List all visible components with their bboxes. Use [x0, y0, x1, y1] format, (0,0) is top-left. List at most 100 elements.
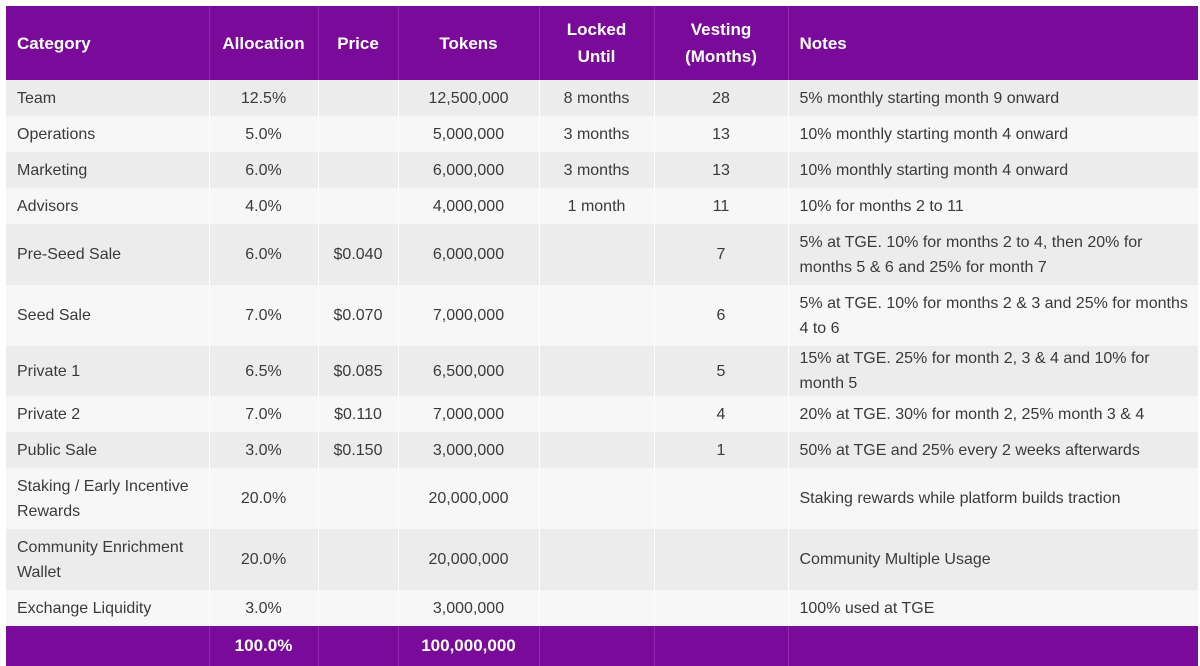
- totals-row: 100.0% 100,000,000: [6, 626, 1198, 666]
- cell-allocation: 12.5%: [209, 80, 319, 116]
- table-row: Public Sale 3.0% $0.150 3,000,000 1 50% at TG…: [6, 432, 1198, 468]
- cell-tokens: 7,000,000: [398, 285, 540, 346]
- cell-vesting-months: 13: [654, 116, 789, 152]
- cell-tokens: 20,000,000: [398, 529, 540, 590]
- cell-category: Public Sale: [6, 432, 210, 468]
- cell-allocation: 3.0%: [209, 432, 319, 468]
- cell-vesting-months: 5: [654, 346, 789, 396]
- cell-vesting-months: 11: [654, 188, 789, 224]
- table-row: Exchange Liquidity 3.0% 3,000,000 100% used…: [6, 590, 1198, 626]
- header-vesting-line2: (Months): [685, 47, 757, 66]
- header-vesting: Vesting (Months): [654, 6, 789, 80]
- table-row: Pre-Seed Sale 6.0% $0.040 6,000,000 7 5% at T…: [6, 224, 1198, 285]
- cell-vesting-months: 6: [654, 285, 789, 346]
- header-price: Price: [318, 6, 399, 80]
- cell-category: Private 1: [6, 346, 210, 396]
- cell-allocation: 4.0%: [209, 188, 319, 224]
- cell-category: Private 2: [6, 396, 210, 432]
- cell-category: Staking / Early Incentive Rewards: [6, 468, 210, 529]
- cell-price: $0.040: [318, 224, 399, 285]
- cell-price: [318, 80, 399, 116]
- cell-price: $0.110: [318, 396, 399, 432]
- cell-tokens: 5,000,000: [398, 116, 540, 152]
- cell-category: Exchange Liquidity: [6, 590, 210, 626]
- cell-locked-until: [539, 346, 655, 396]
- cell-locked-until: [539, 285, 655, 346]
- table-row: Operations 5.0% 5,000,000 3 months 13 10% mon…: [6, 116, 1198, 152]
- table-row: Marketing 6.0% 6,000,000 3 months 13 10% mont…: [6, 152, 1198, 188]
- table-body: Team 12.5% 12,500,000 8 months 28 5% monthly …: [6, 80, 1198, 626]
- cell-notes: Community Multiple Usage: [788, 529, 1198, 590]
- cell-allocation: 5.0%: [209, 116, 319, 152]
- header-tokens: Tokens: [398, 6, 540, 80]
- cell-vesting-months: 7: [654, 224, 789, 285]
- cell-vesting-months: 4: [654, 396, 789, 432]
- token-allocation-table-container: Category Allocation Price Tokens Locked …: [6, 6, 1198, 666]
- cell-tokens: 7,000,000: [398, 396, 540, 432]
- cell-tokens: 3,000,000: [398, 590, 540, 626]
- table-row: Community Enrichment Wallet 20.0% 20,000,0…: [6, 529, 1198, 590]
- cell-locked-until: 8 months: [539, 80, 655, 116]
- cell-notes: 20% at TGE. 30% for month 2, 25% month 3…: [788, 396, 1198, 432]
- cell-category: Team: [6, 80, 210, 116]
- cell-locked-until: 3 months: [539, 116, 655, 152]
- cell-price: [318, 152, 399, 188]
- header-locked-until: Locked Until: [539, 6, 655, 80]
- cell-price: [318, 590, 399, 626]
- cell-price: [318, 529, 399, 590]
- token-allocation-table: Category Allocation Price Tokens Locked …: [6, 6, 1198, 666]
- cell-price: [318, 468, 399, 529]
- cell-notes: Staking rewards while platform builds tr…: [788, 468, 1198, 529]
- cell-category: Operations: [6, 116, 210, 152]
- cell-notes: 10% for months 2 to 11: [788, 188, 1198, 224]
- cell-allocation: 7.0%: [209, 285, 319, 346]
- cell-tokens: 6,500,000: [398, 346, 540, 396]
- header-vesting-line1: Vesting: [690, 20, 752, 39]
- cell-price: $0.085: [318, 346, 399, 396]
- cell-notes: 5% at TGE. 10% for months 2 & 3 and 25% …: [788, 285, 1198, 346]
- total-vesting: [654, 626, 789, 666]
- cell-category: Seed Sale: [6, 285, 210, 346]
- cell-allocation: 3.0%: [209, 590, 319, 626]
- cell-allocation: 20.0%: [209, 468, 319, 529]
- cell-notes: 10% monthly starting month 4 onward: [788, 152, 1198, 188]
- cell-vesting-months: [654, 468, 789, 529]
- cell-tokens: 12,500,000: [398, 80, 540, 116]
- cell-vesting-months: 28: [654, 80, 789, 116]
- table-row: Private 2 7.0% $0.110 7,000,000 4 20% at TGE.…: [6, 396, 1198, 432]
- cell-notes: 15% at TGE. 25% for month 2, 3 & 4 and 1…: [788, 346, 1198, 396]
- header-row: Category Allocation Price Tokens Locked …: [6, 6, 1198, 80]
- total-price: [318, 626, 399, 666]
- cell-vesting-months: [654, 590, 789, 626]
- cell-locked-until: 1 month: [539, 188, 655, 224]
- table-footer: 100.0% 100,000,000: [6, 626, 1198, 666]
- cell-category: Pre-Seed Sale: [6, 224, 210, 285]
- cell-locked-until: [539, 396, 655, 432]
- cell-tokens: 3,000,000: [398, 432, 540, 468]
- cell-category: Marketing: [6, 152, 210, 188]
- cell-tokens: 20,000,000: [398, 468, 540, 529]
- table-row: Private 1 6.5% $0.085 6,500,000 5 15% at TGE.…: [6, 346, 1198, 396]
- cell-tokens: 4,000,000: [398, 188, 540, 224]
- total-tokens: 100,000,000: [398, 626, 540, 666]
- cell-allocation: 7.0%: [209, 396, 319, 432]
- total-category: [6, 626, 210, 666]
- table-row: Team 12.5% 12,500,000 8 months 28 5% monthly …: [6, 80, 1198, 116]
- table-header: Category Allocation Price Tokens Locked …: [6, 6, 1198, 80]
- table-row: Advisors 4.0% 4,000,000 1 month 11 10% for mo…: [6, 188, 1198, 224]
- cell-tokens: 6,000,000: [398, 152, 540, 188]
- header-notes: Notes: [788, 6, 1198, 80]
- cell-allocation: 6.0%: [209, 152, 319, 188]
- cell-price: [318, 188, 399, 224]
- header-locked-line1: Locked: [566, 20, 627, 39]
- table-row: Staking / Early Incentive Rewards 20.0% 20…: [6, 468, 1198, 529]
- cell-notes: 10% monthly starting month 4 onward: [788, 116, 1198, 152]
- cell-price: $0.070: [318, 285, 399, 346]
- cell-locked-until: [539, 468, 655, 529]
- cell-allocation: 20.0%: [209, 529, 319, 590]
- total-notes: [788, 626, 1198, 666]
- cell-price: $0.150: [318, 432, 399, 468]
- cell-locked-until: [539, 529, 655, 590]
- cell-vesting-months: 1: [654, 432, 789, 468]
- cell-notes: 50% at TGE and 25% every 2 weeks afterwa…: [788, 432, 1198, 468]
